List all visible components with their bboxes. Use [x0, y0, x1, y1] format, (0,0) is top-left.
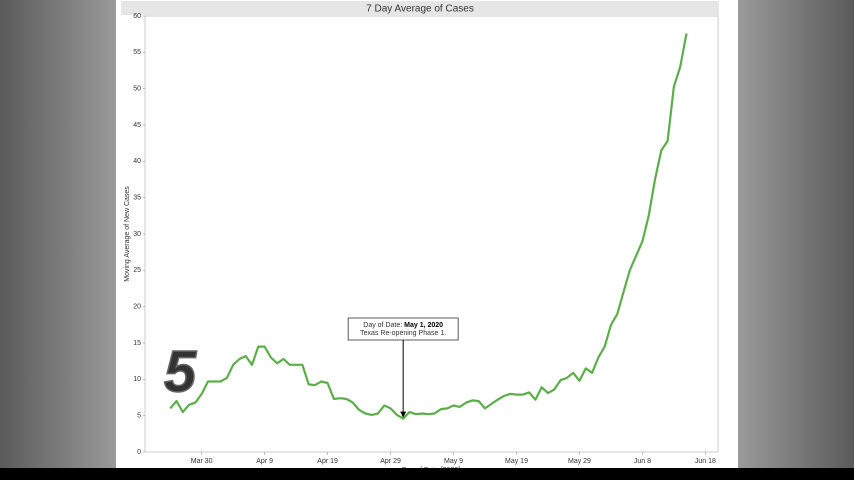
annotation-line: Day of Date: May 1, 2020 — [363, 322, 443, 329]
y-tick-label: 45 — [133, 122, 141, 129]
y-tick-label: 25 — [133, 267, 141, 274]
y-axis-label: Moving Average of New Cases — [124, 186, 131, 282]
side-right — [738, 0, 854, 468]
logo: 5 — [164, 339, 197, 404]
x-tick-label: May 9 — [444, 458, 463, 465]
bottom-bar — [0, 468, 854, 480]
y-tick-label: 5 — [137, 413, 141, 420]
x-tick-label: Apr 9 — [256, 458, 273, 465]
x-tick-label: May 29 — [568, 458, 591, 465]
annotation-arrowhead — [400, 411, 407, 418]
panel — [116, 0, 738, 468]
y-tick-label: 10 — [133, 376, 141, 383]
annotation-text: Texas Re-opening Phase 1. — [360, 330, 446, 337]
x-tick-label: Mar 30 — [191, 458, 213, 465]
annotation-prefix: Day of Date: — [363, 322, 402, 329]
y-tick-label: 35 — [133, 195, 141, 202]
data-line — [169, 33, 688, 420]
y-tick-label: 55 — [133, 49, 141, 56]
y-tick-label: 40 — [133, 158, 141, 165]
y-tick-label: 20 — [133, 304, 141, 311]
y-tick-label: 30 — [133, 231, 141, 238]
y-tick-label: 15 — [133, 340, 141, 347]
x-tick-label: May 19 — [505, 458, 528, 465]
x-tick-label: Apr 29 — [380, 458, 401, 465]
x-tick-label: Jun 18 — [695, 458, 716, 465]
y-tick-label: 60 — [133, 13, 141, 20]
x-tick-label: Jun 8 — [634, 458, 651, 465]
chart-title: 7 Day Average of Cases — [366, 4, 474, 15]
side-left — [0, 0, 116, 468]
annotation-date: May 1, 2020 — [404, 322, 443, 329]
y-tick-label: 0 — [137, 449, 141, 456]
x-tick-label: Apr 19 — [317, 458, 338, 465]
y-tick-label: 50 — [133, 86, 141, 93]
title-bar — [121, 1, 719, 15]
